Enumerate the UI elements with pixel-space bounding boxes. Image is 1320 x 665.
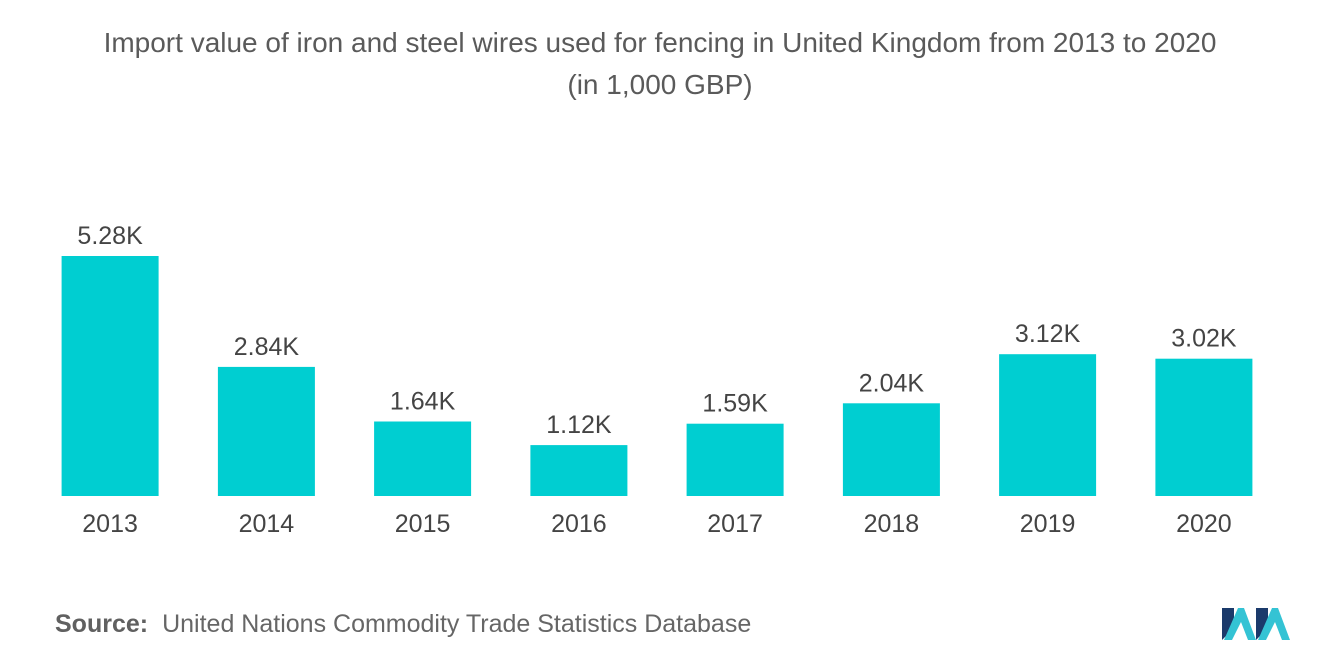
chart-title-line-2: (in 1,000 GBP)	[567, 69, 753, 100]
bar-2013	[61, 256, 159, 496]
x-tick-label-2020: 2020	[1176, 510, 1232, 538]
data-label-2018: 2.04K	[859, 369, 925, 397]
bar-2016	[530, 445, 628, 496]
bar-2020	[1155, 358, 1253, 496]
bar-2019	[999, 354, 1097, 496]
x-tick-label-2019: 2019	[1020, 510, 1076, 538]
bar-2014	[217, 366, 315, 496]
x-tick-label-2018: 2018	[864, 510, 920, 538]
x-tick-label-2016: 2016	[551, 510, 607, 538]
bar-2015	[374, 421, 472, 496]
x-tick-label-2015: 2015	[395, 510, 451, 538]
data-label-2019: 3.12K	[1015, 320, 1081, 348]
bar-2017	[686, 423, 784, 496]
bar-2018	[842, 403, 940, 496]
mordor-intelligence-logo-icon	[1222, 608, 1290, 640]
data-label-2016: 1.12K	[546, 411, 612, 439]
data-label-2013: 5.28K	[77, 222, 143, 250]
source-note: Source: United Nations Commodity Trade St…	[55, 610, 751, 639]
chart-title: Import value of iron and steel wires use…	[0, 22, 1320, 106]
bar-chart: 5.28K 2013 2.84K 2014 1.64K 2015 1.12K 2016 1.59…	[61, 222, 1253, 538]
data-label-2020: 3.02K	[1171, 325, 1237, 353]
x-tick-label-2013: 2013	[82, 510, 138, 538]
data-label-2015: 1.64K	[390, 388, 456, 416]
x-tick-label-2014: 2014	[239, 510, 295, 538]
source-text: United Nations Commodity Trade Statistic…	[162, 610, 752, 638]
x-tick-label-2017: 2017	[707, 510, 763, 538]
data-label-2014: 2.84K	[234, 333, 300, 361]
data-label-2017: 1.59K	[702, 390, 768, 418]
chart-title-line-1: Import value of iron and steel wires use…	[103, 27, 1217, 58]
source-prefix: Source:	[55, 610, 149, 638]
